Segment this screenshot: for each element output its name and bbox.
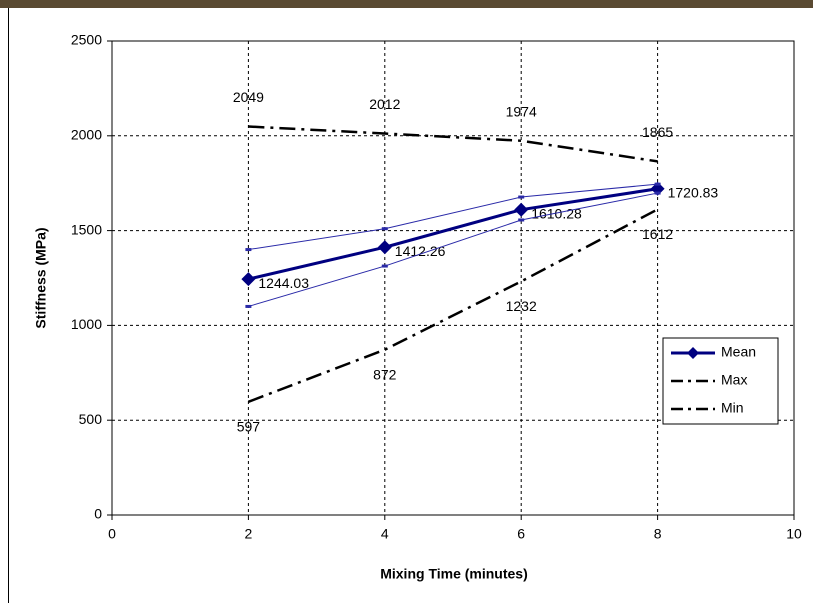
y-tick-label: 1000 [71,316,102,332]
marker [655,192,661,195]
legend-label: Max [721,372,747,388]
x-tick-label: 10 [786,526,802,542]
marker [382,265,388,268]
data-label: 1720.83 [668,184,719,200]
y-tick-label: 0 [94,506,102,522]
y-tick-label: 2500 [71,32,102,48]
x-tick-label: 6 [517,526,525,542]
marker [382,227,388,230]
chart: Mixing Time (minutes) Stiffness (MPa) 0 5… [0,0,813,603]
x-tick-label: 8 [654,526,662,542]
legend-label: Min [721,400,744,416]
data-label: 2049 [233,89,264,105]
y-tick-label: 500 [79,411,103,427]
marker [655,183,661,186]
marker [245,248,251,251]
data-label: 1865 [642,124,673,140]
data-label: 2012 [369,96,400,112]
page: Mixing Time (minutes) Stiffness (MPa) 0 5… [0,0,813,603]
data-label: 872 [373,366,397,382]
marker [518,218,524,221]
data-label: 1612 [642,226,673,242]
x-tick-label: 0 [108,526,116,542]
y-tick-label: 1500 [71,221,102,237]
y-axis-title: Stiffness (MPa) [33,227,49,328]
data-label: 1412.26 [395,243,446,259]
chart-area [8,8,813,603]
legend-label: Mean [721,344,756,360]
background-strip [0,0,813,8]
marker [245,305,251,308]
data-label: 1232 [506,298,537,314]
x-tick-label: 2 [245,526,253,542]
x-tick-label: 4 [381,526,389,542]
marker [518,196,524,199]
data-label: 1974 [506,103,537,119]
x-axis-title: Mixing Time (minutes) [380,566,528,582]
data-label: 1244.03 [258,275,309,291]
y-tick-label: 2000 [71,127,102,143]
data-label: 597 [237,419,261,435]
